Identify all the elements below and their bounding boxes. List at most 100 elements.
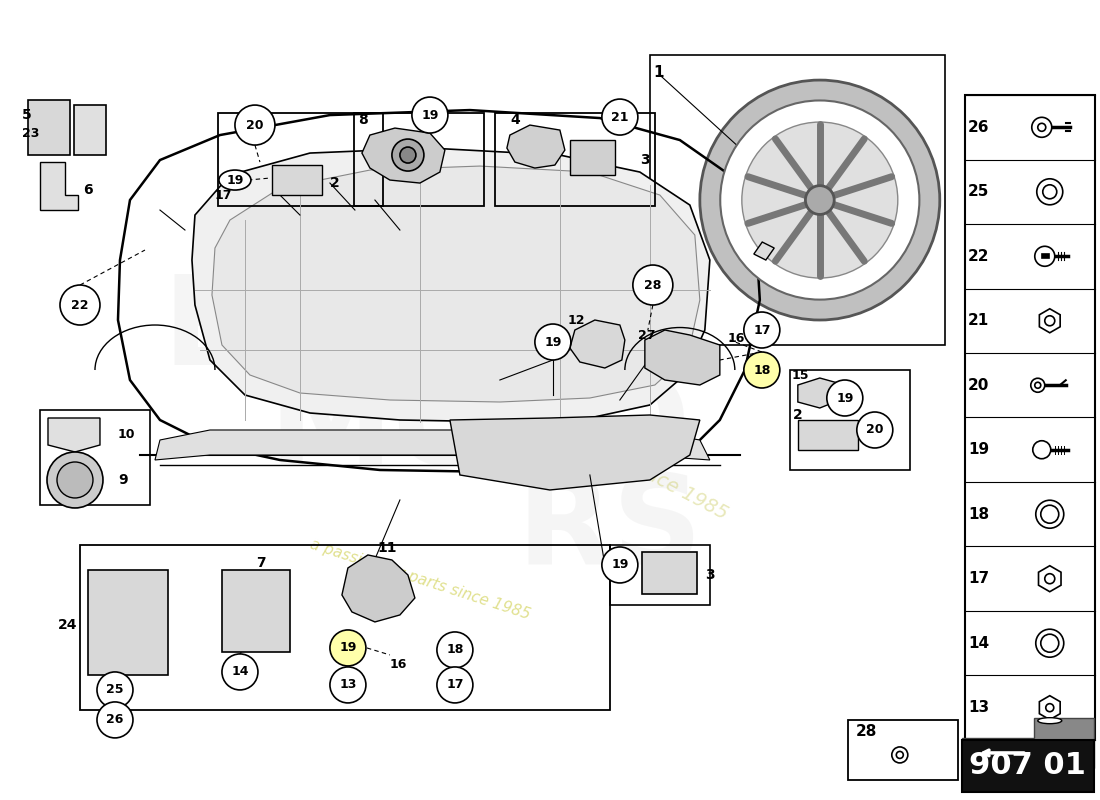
- Text: 17: 17: [447, 678, 463, 691]
- Text: 14: 14: [968, 636, 989, 650]
- Polygon shape: [1040, 309, 1060, 333]
- Text: 21: 21: [968, 314, 989, 328]
- Text: 8: 8: [358, 113, 367, 127]
- Bar: [88, 570, 168, 675]
- Text: 13: 13: [339, 678, 356, 691]
- Bar: [961, 740, 1093, 792]
- Text: 20: 20: [968, 378, 990, 393]
- Circle shape: [744, 312, 780, 348]
- Polygon shape: [570, 320, 625, 368]
- Circle shape: [97, 672, 133, 708]
- Bar: [1042, 254, 1048, 258]
- Polygon shape: [362, 128, 444, 183]
- Polygon shape: [155, 430, 710, 460]
- Circle shape: [827, 380, 862, 416]
- Bar: [74, 105, 106, 155]
- Circle shape: [97, 702, 133, 738]
- Bar: [642, 552, 696, 594]
- Text: 22: 22: [72, 298, 89, 311]
- Text: 2: 2: [330, 176, 340, 190]
- Text: 13: 13: [968, 700, 989, 715]
- Text: 17: 17: [754, 323, 771, 337]
- Polygon shape: [645, 330, 719, 385]
- Text: 16: 16: [728, 331, 745, 345]
- Text: 10: 10: [118, 429, 135, 442]
- Circle shape: [1033, 441, 1050, 458]
- Bar: [28, 100, 70, 155]
- Text: 11: 11: [378, 541, 397, 555]
- Circle shape: [720, 101, 920, 300]
- Polygon shape: [507, 125, 565, 168]
- Text: 18: 18: [447, 643, 463, 657]
- Text: since 1985: since 1985: [628, 457, 732, 523]
- Polygon shape: [450, 415, 700, 490]
- Text: 20: 20: [866, 423, 883, 437]
- Text: 18: 18: [754, 363, 770, 377]
- Circle shape: [700, 80, 939, 320]
- Text: 19: 19: [227, 174, 243, 186]
- Circle shape: [1041, 634, 1059, 652]
- Text: 4: 4: [510, 113, 519, 127]
- Text: 2: 2: [793, 408, 803, 422]
- Circle shape: [411, 97, 448, 133]
- Circle shape: [805, 186, 834, 214]
- Circle shape: [632, 265, 673, 305]
- Text: 25: 25: [968, 184, 990, 199]
- Text: 19: 19: [968, 442, 989, 458]
- Text: 26: 26: [107, 714, 123, 726]
- Bar: [650, 55, 945, 345]
- Text: 18: 18: [968, 506, 989, 522]
- Text: 12: 12: [568, 314, 585, 326]
- Text: 20: 20: [246, 118, 264, 131]
- Circle shape: [744, 352, 780, 388]
- Text: 1: 1: [653, 65, 663, 79]
- Circle shape: [400, 147, 416, 163]
- Polygon shape: [1040, 696, 1060, 720]
- Circle shape: [1032, 118, 1052, 138]
- Bar: [570, 140, 615, 175]
- Text: 24: 24: [58, 618, 77, 632]
- Circle shape: [235, 105, 275, 145]
- Circle shape: [1036, 629, 1064, 657]
- Text: 19: 19: [421, 109, 439, 122]
- Circle shape: [1031, 378, 1045, 392]
- Polygon shape: [192, 148, 710, 422]
- Circle shape: [1045, 574, 1055, 584]
- Text: 3: 3: [705, 568, 715, 582]
- Bar: [790, 370, 910, 470]
- Circle shape: [1043, 185, 1057, 198]
- Circle shape: [437, 632, 473, 668]
- Bar: [354, 113, 484, 206]
- Text: 27: 27: [638, 329, 656, 342]
- Circle shape: [1037, 123, 1046, 131]
- Circle shape: [330, 667, 366, 703]
- Bar: [848, 720, 958, 780]
- Text: 25: 25: [107, 683, 123, 697]
- Bar: [218, 113, 383, 206]
- Bar: [495, 113, 654, 206]
- Text: 15: 15: [792, 369, 810, 382]
- Bar: [40, 410, 150, 505]
- Circle shape: [222, 654, 257, 690]
- Polygon shape: [961, 718, 1093, 768]
- Text: 14: 14: [231, 666, 249, 678]
- Polygon shape: [212, 166, 700, 402]
- Text: 19: 19: [612, 558, 628, 571]
- Text: 3: 3: [640, 153, 649, 167]
- Circle shape: [1045, 316, 1055, 326]
- Bar: [222, 570, 290, 652]
- Circle shape: [892, 747, 907, 763]
- Circle shape: [392, 139, 424, 171]
- Circle shape: [330, 630, 366, 666]
- Ellipse shape: [219, 170, 251, 190]
- Text: 16: 16: [389, 658, 407, 671]
- Circle shape: [535, 324, 571, 360]
- Circle shape: [1037, 178, 1063, 205]
- Text: 21: 21: [612, 110, 628, 123]
- Text: 19: 19: [544, 335, 562, 349]
- Text: 22: 22: [968, 249, 990, 264]
- Text: 5: 5: [22, 108, 32, 122]
- Polygon shape: [40, 162, 78, 210]
- Circle shape: [60, 285, 100, 325]
- Circle shape: [1035, 382, 1041, 388]
